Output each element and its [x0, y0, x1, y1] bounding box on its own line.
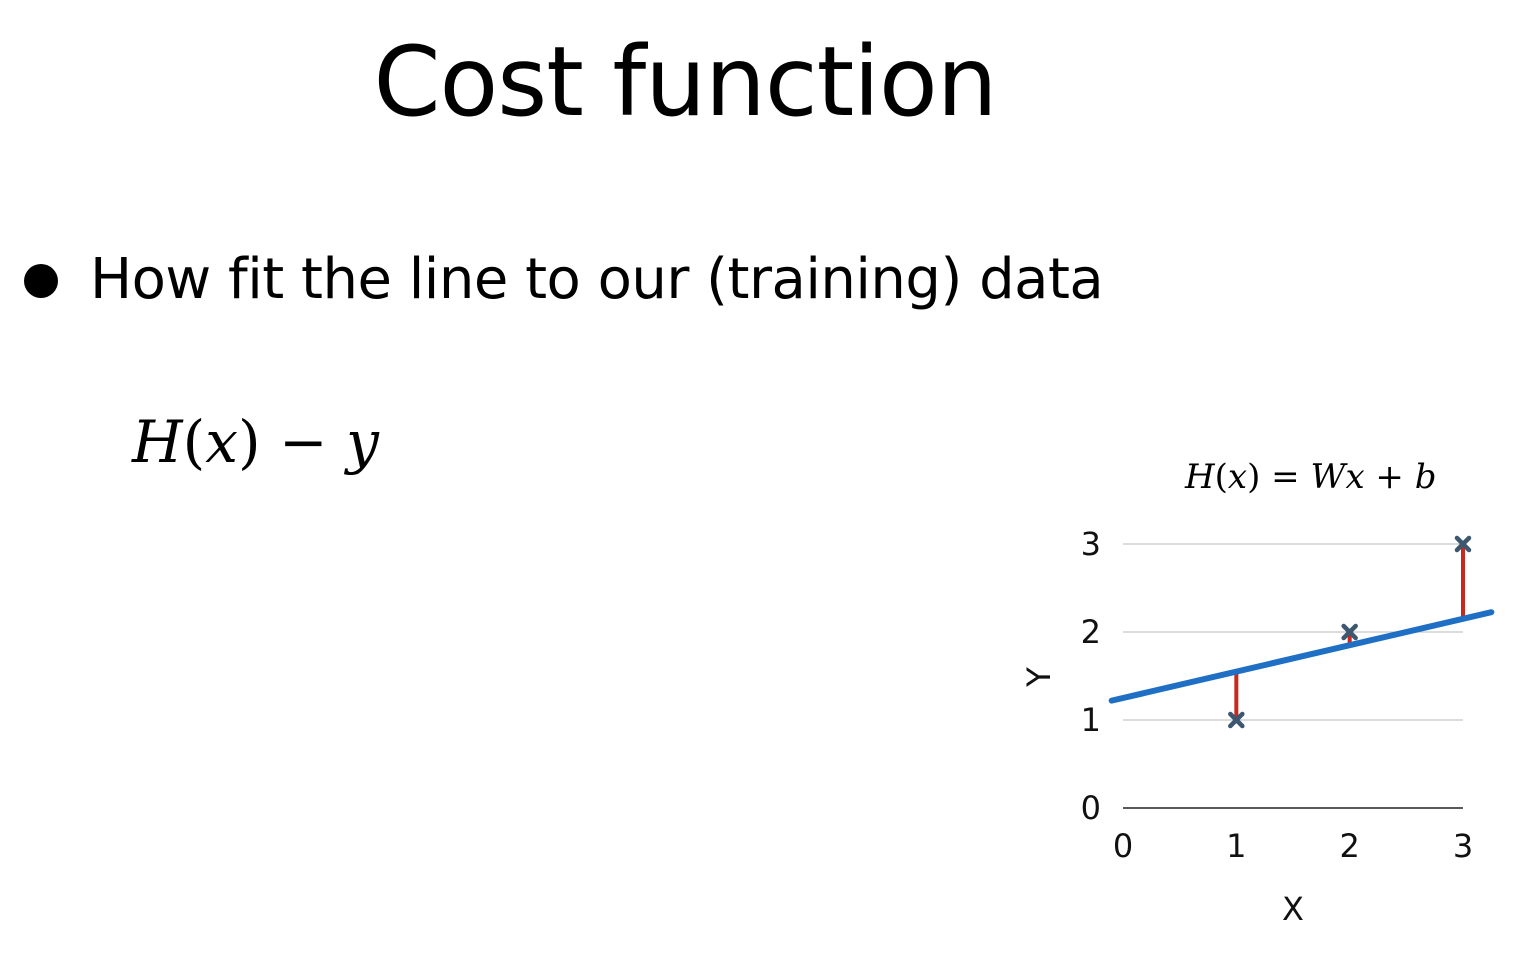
fit-line-group [1108, 609, 1495, 704]
data-point-3 [1454, 535, 1472, 553]
chart-title: H(x) = Wx + b [1185, 452, 1437, 502]
formula-H: H [132, 408, 183, 476]
grid-lines [1123, 543, 1463, 809]
chart-title-x: x [1227, 457, 1248, 497]
chart-title-close: ) [1247, 457, 1261, 497]
chart-title-W: W [1310, 457, 1346, 497]
data-points [1228, 535, 1472, 729]
chart-title-plus: + [1364, 457, 1415, 497]
x-tick-label: 3 [1453, 827, 1473, 865]
x-axis-label: X [1282, 890, 1304, 928]
x-tick-label: 1 [1226, 827, 1246, 865]
tick-labels: 0 1 2 3 0 1 2 3 [1081, 525, 1474, 865]
x-tick-label: 2 [1339, 827, 1359, 865]
formula-close-paren: ) [237, 408, 261, 476]
y-axis-label: Y [1020, 667, 1058, 688]
slide-title: Cost function [373, 26, 997, 138]
formula-open-paren: ( [182, 408, 206, 476]
data-point-2 [1341, 623, 1358, 641]
y-tick-label: 1 [1081, 701, 1101, 739]
chart-title-eq: = [1260, 457, 1311, 497]
scatter-chart: 0 1 2 3 0 1 2 3 X Y [1020, 525, 1495, 928]
residual-formula: H(x) − y [132, 402, 379, 482]
chart-title-x2: x [1345, 457, 1365, 497]
chart-title-H: H [1185, 457, 1215, 497]
bullet-dot-icon [24, 264, 58, 298]
fit-line [1108, 609, 1495, 704]
bullet-text: How fit the line to our (training) data [90, 247, 1104, 312]
y-tick-label: 2 [1081, 613, 1101, 651]
y-tick-label: 3 [1081, 525, 1101, 563]
formula-y: y [346, 408, 379, 476]
x-tick-label: 0 [1113, 827, 1133, 865]
data-point-1 [1228, 711, 1245, 729]
formula-minus: − [260, 408, 347, 476]
chart-title-b: b [1414, 457, 1437, 497]
bullet-item: How fit the line to our (training) data [24, 240, 1104, 320]
formula-x: x [205, 408, 238, 476]
y-tick-label: 0 [1081, 789, 1101, 827]
chart-title-open: ( [1214, 457, 1228, 497]
